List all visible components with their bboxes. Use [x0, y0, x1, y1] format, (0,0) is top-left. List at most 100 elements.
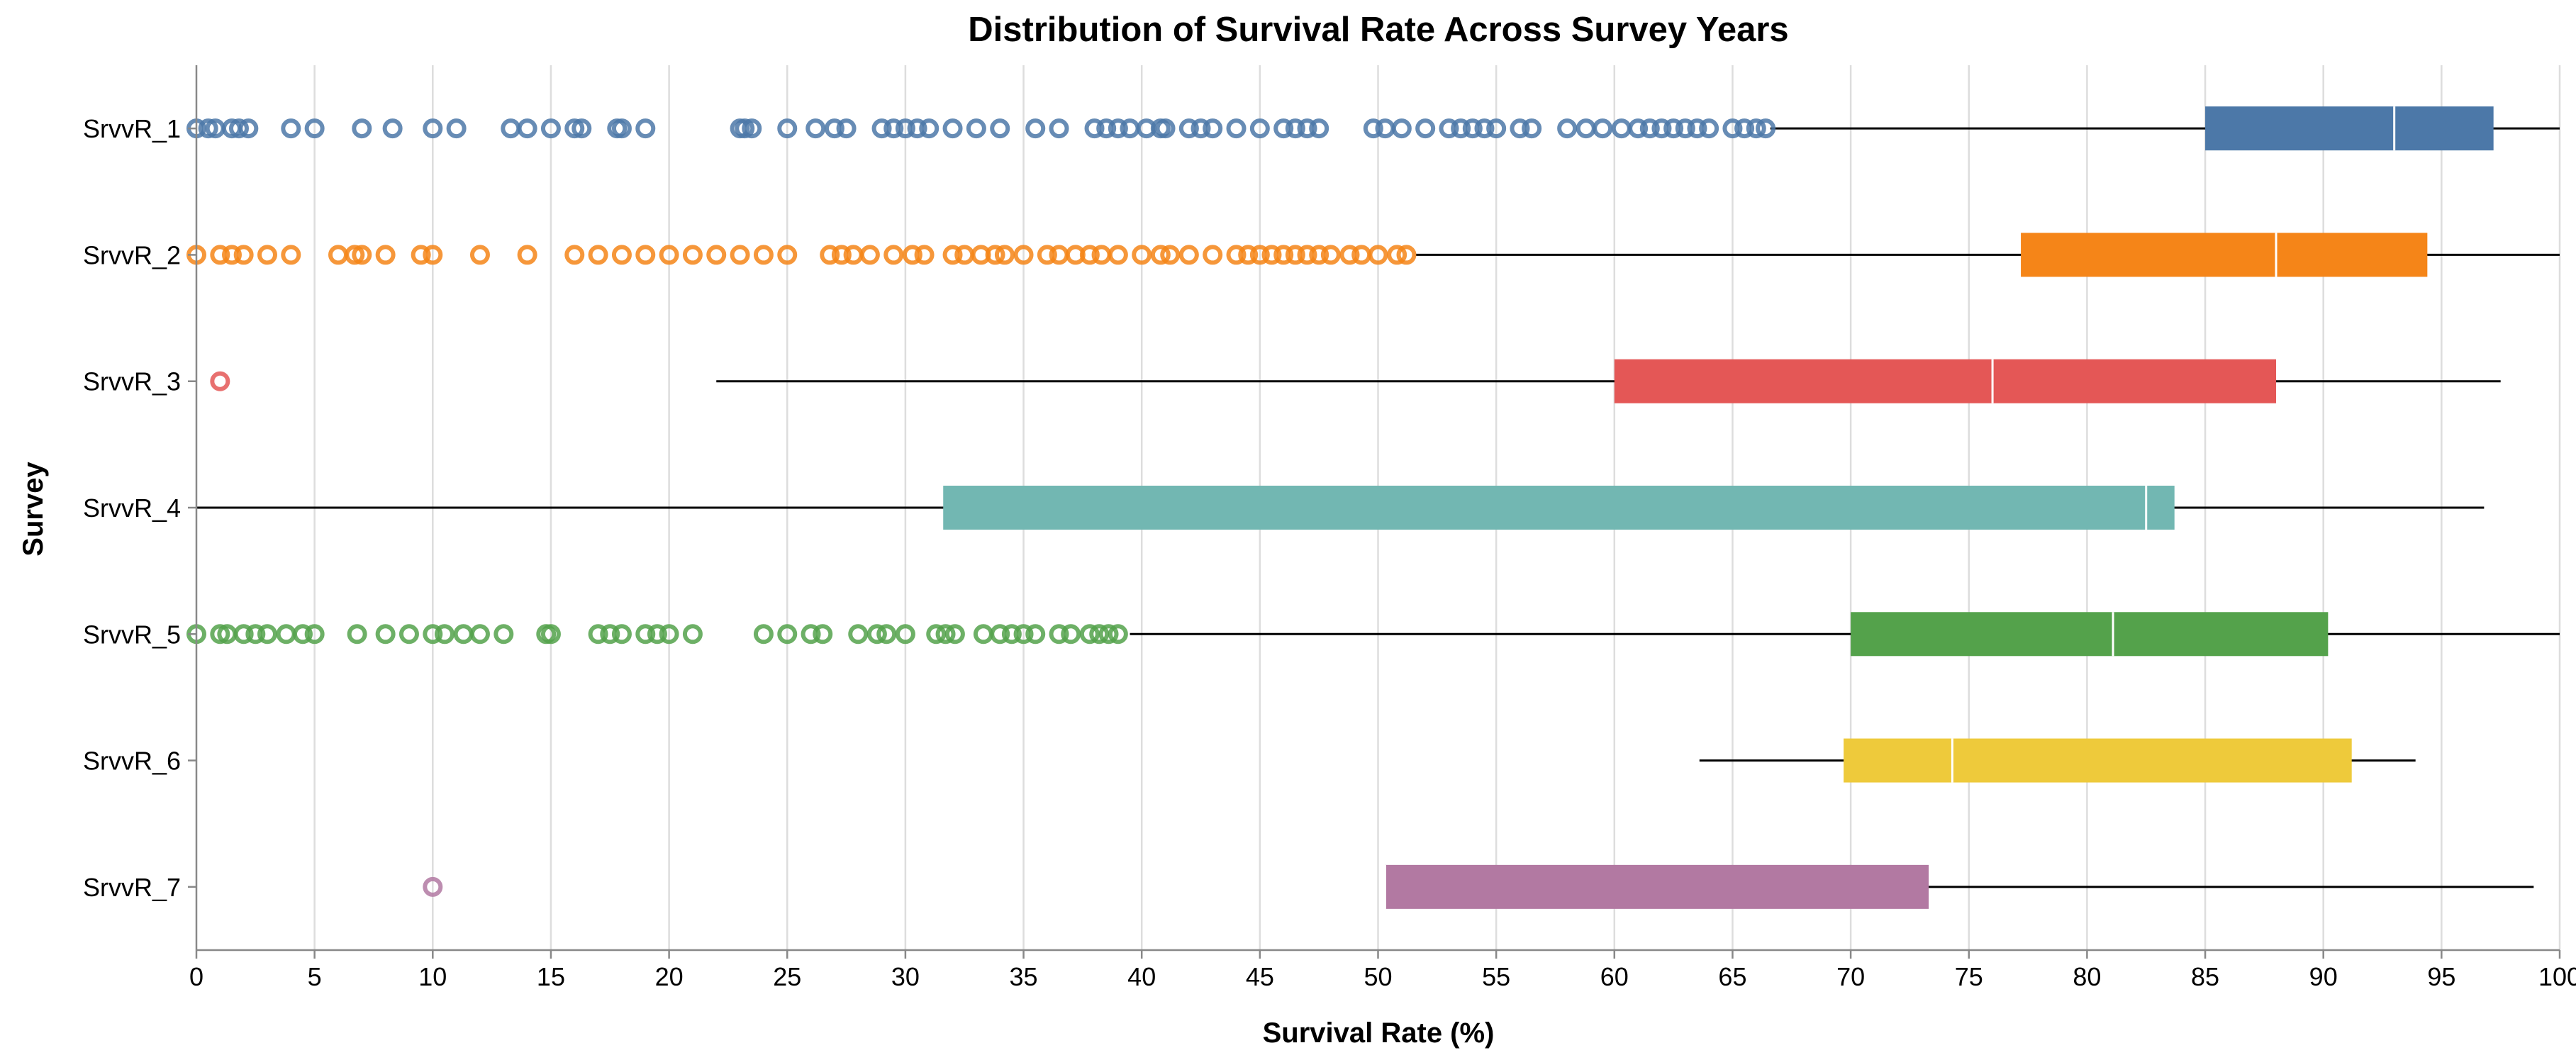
outlier-point	[914, 245, 935, 265]
y-tick-label: SrvvR_3	[83, 367, 181, 396]
outlier-point	[1108, 118, 1128, 139]
outlier-point	[469, 245, 490, 265]
x-tick-label: 75	[1955, 962, 1983, 991]
outlier-point	[1285, 118, 1305, 139]
outlier-point	[352, 245, 372, 265]
outlier-point	[1663, 118, 1684, 139]
outlier-point	[1191, 118, 1211, 139]
outlier-point	[966, 118, 986, 139]
outlier-point	[1203, 245, 1223, 265]
outlier-point	[1203, 118, 1223, 139]
outlier-point	[730, 245, 750, 265]
x-tick-label: 45	[1246, 962, 1274, 991]
outlier-point	[742, 118, 762, 139]
outlier-point	[1628, 118, 1649, 139]
x-tick-label: 90	[2309, 962, 2338, 991]
outlier-point	[446, 118, 467, 139]
outlier-point	[805, 118, 826, 139]
outlier-point	[777, 118, 798, 139]
outlier-point	[1734, 118, 1755, 139]
outlier-point	[588, 624, 608, 645]
outlier-point	[902, 245, 922, 265]
box-series	[196, 106, 2560, 909]
outlier-point	[1309, 245, 1329, 265]
x-tick-label: 20	[655, 962, 684, 991]
outlier-point	[735, 118, 755, 139]
outlier-point	[423, 245, 443, 265]
outlier-point	[990, 118, 1010, 139]
outlier-point	[228, 118, 249, 139]
outlier-point	[1025, 118, 1046, 139]
outlier-point	[198, 118, 218, 139]
outlier-point	[1363, 118, 1383, 139]
y-axis-title: Survey	[18, 462, 49, 557]
y-tick-label: SrvvR_1	[83, 114, 181, 143]
outlier-point	[210, 371, 230, 391]
outlier-point	[1722, 118, 1743, 139]
outlier-point	[1049, 118, 1069, 139]
outlier-point	[611, 118, 632, 139]
outlier-point	[1273, 245, 1294, 265]
outlier-point	[1339, 245, 1360, 265]
box-rect	[943, 486, 2175, 530]
x-tick-label: 0	[189, 962, 203, 991]
outlier-point	[588, 245, 608, 265]
outlier-point	[895, 118, 915, 139]
outlier-point	[1025, 624, 1046, 645]
outlier-point	[1132, 245, 1152, 265]
x-tick-label: 80	[2073, 962, 2101, 991]
outlier-point	[347, 624, 367, 645]
y-tick-label: SrvvR_4	[83, 493, 181, 523]
outlier-point	[1089, 624, 1110, 645]
outlier-point	[564, 118, 585, 139]
outlier-point	[257, 624, 277, 645]
outlier-point	[659, 245, 679, 265]
x-tick-label: 25	[773, 962, 801, 991]
outlier-point	[304, 118, 325, 139]
outlier-point	[994, 245, 1015, 265]
x-tick-label: 85	[2191, 962, 2219, 991]
x-tick-label: 30	[891, 962, 920, 991]
outlier-point	[1320, 245, 1341, 265]
outlier-point	[1079, 245, 1100, 265]
outlier-point	[1096, 118, 1117, 139]
outlier-point	[1522, 118, 1542, 139]
x-tick-label: 95	[2427, 962, 2455, 991]
outlier-point	[1084, 118, 1105, 139]
outlier-point	[1079, 624, 1100, 645]
outlier-point	[494, 624, 514, 645]
outlier-point	[1387, 245, 1407, 265]
outlier-point	[1309, 118, 1329, 139]
outlier-point	[659, 624, 679, 645]
outlier-point	[1474, 118, 1495, 139]
outlier-point	[820, 245, 840, 265]
outlier-point	[1297, 245, 1317, 265]
x-tick-label: 15	[537, 962, 565, 991]
outlier-point	[777, 624, 798, 645]
x-tick-label: 50	[1364, 962, 1392, 991]
outlier-point	[1576, 118, 1596, 139]
outlier-point	[423, 118, 443, 139]
outlier-point	[883, 118, 904, 139]
outlier-point	[245, 624, 266, 645]
outlier-point	[221, 245, 242, 265]
x-tick-label: 65	[1718, 962, 1746, 991]
outlier-point	[919, 118, 939, 139]
outlier-point	[1226, 118, 1247, 139]
outlier-point	[635, 118, 656, 139]
box-rect	[1844, 738, 2352, 783]
outlier-point	[801, 624, 821, 645]
box-rect	[1851, 612, 2329, 657]
outlier-point	[328, 245, 348, 265]
outlier-point	[375, 245, 396, 265]
outlier-point	[1451, 118, 1471, 139]
outlier-point	[345, 245, 365, 265]
outlier-point	[682, 245, 703, 265]
outlier-point	[564, 245, 585, 265]
box-rect	[1385, 864, 1929, 909]
outlier-point	[540, 118, 561, 139]
outlier-point	[423, 876, 443, 897]
outlier-point	[1249, 118, 1270, 139]
outlier-point	[706, 245, 727, 265]
outlier-point	[1037, 245, 1057, 265]
